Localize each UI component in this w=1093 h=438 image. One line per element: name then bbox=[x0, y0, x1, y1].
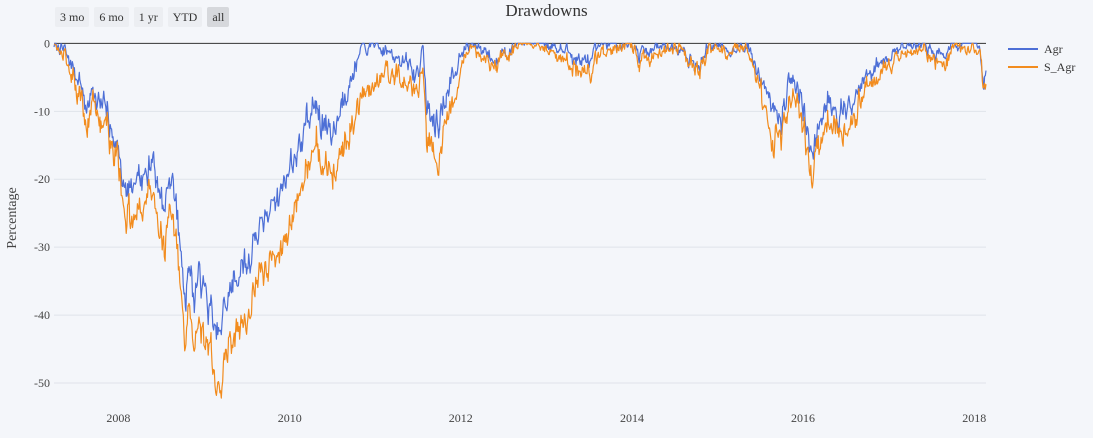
legend-swatch-agr bbox=[1008, 48, 1038, 50]
y-tick-label: -20 bbox=[34, 172, 50, 186]
x-tick-label: 2016 bbox=[791, 411, 815, 425]
y-axis-label: Percentage bbox=[5, 187, 20, 249]
legend-label-agr: Agr bbox=[1044, 41, 1063, 56]
x-tick-label: 2018 bbox=[962, 411, 986, 425]
y-tick-label: -10 bbox=[34, 104, 50, 118]
x-tick-label: 2012 bbox=[449, 411, 473, 425]
y-tick-label: -30 bbox=[34, 240, 50, 254]
range-button-6mo[interactable]: 6 mo bbox=[94, 7, 129, 27]
legend-swatch-s-agr bbox=[1008, 66, 1038, 68]
y-axis-ticks: 0 -10 -20 -30 -40 -50 bbox=[34, 36, 50, 390]
legend-item-agr[interactable]: Agr bbox=[1008, 40, 1075, 58]
y-tick-label: -40 bbox=[34, 308, 50, 322]
x-tick-label: 2010 bbox=[278, 411, 302, 425]
series-line-s-agr[interactable] bbox=[54, 42, 987, 399]
x-tick-label: 2014 bbox=[620, 411, 644, 425]
legend: Agr S_Agr bbox=[1008, 40, 1075, 76]
range-button-ytd[interactable]: YTD bbox=[167, 7, 203, 27]
x-axis-ticks: 2008 2010 2012 2014 2016 2018 bbox=[106, 411, 986, 425]
chart-title: Drawdowns bbox=[505, 1, 588, 20]
range-selector: 3 mo 6 mo 1 yr YTD all bbox=[55, 7, 230, 27]
y-tick-label: 0 bbox=[44, 36, 50, 50]
x-tick-label: 2008 bbox=[106, 411, 130, 425]
series-lines bbox=[53, 42, 987, 399]
range-button-1yr[interactable]: 1 yr bbox=[133, 7, 163, 27]
legend-label-s-agr: S_Agr bbox=[1044, 59, 1076, 74]
gridlines bbox=[54, 110, 986, 384]
range-button-all[interactable]: all bbox=[207, 7, 230, 27]
legend-item-s-agr[interactable]: S_Agr bbox=[1008, 58, 1075, 76]
range-button-3mo[interactable]: 3 mo bbox=[55, 7, 90, 27]
series-line-agr[interactable] bbox=[53, 42, 987, 340]
y-tick-label: -50 bbox=[34, 376, 50, 390]
